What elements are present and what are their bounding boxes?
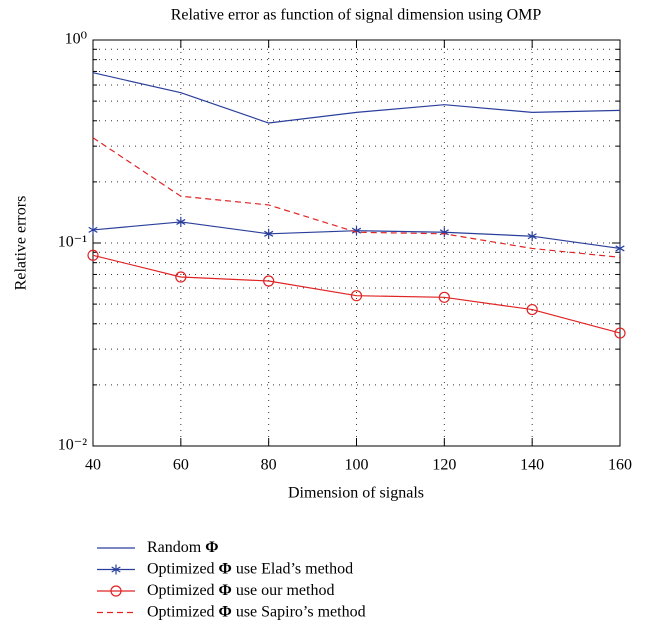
- x-tick-label: 40: [85, 457, 101, 474]
- series-line: [92, 254, 621, 334]
- marker: [263, 275, 275, 287]
- x-tick-label: 80: [261, 457, 277, 474]
- marker: [176, 216, 186, 227]
- marker: [87, 249, 99, 261]
- y-tick-label: 10⁰: [65, 31, 87, 48]
- chart-title: Relative error as function of signal dim…: [171, 7, 542, 24]
- y-tick-label: 10⁻¹: [58, 234, 87, 251]
- marker: [88, 224, 98, 235]
- y-axis-label: Relative errors: [13, 196, 30, 291]
- x-tick-label: 120: [432, 457, 456, 474]
- marker: [615, 243, 625, 254]
- y-tick-label: 10⁻²: [58, 437, 87, 454]
- x-tick-label: 100: [345, 457, 369, 474]
- series-line: [92, 137, 621, 258]
- marker: [614, 327, 626, 339]
- x-tick-label: 140: [520, 457, 544, 474]
- x-tick-label: 60: [173, 457, 189, 474]
- marker: [526, 303, 538, 316]
- x-axis-label: Dimension of signals: [288, 485, 424, 502]
- plot-frame: [92, 39, 621, 447]
- marker: [351, 225, 362, 236]
- legend-label: Optimized Φ use Elad’s method: [147, 560, 353, 577]
- marker: [175, 271, 187, 283]
- series-line: [92, 72, 621, 124]
- marker: [111, 564, 121, 575]
- marker: [264, 228, 274, 239]
- marker: [527, 231, 537, 242]
- marker: [438, 291, 450, 303]
- marker: [110, 585, 122, 597]
- x-tick-label: 160: [608, 457, 632, 474]
- marker: [350, 290, 363, 302]
- legend-label: Random Φ: [147, 539, 218, 556]
- legend-label: Optimized Φ use Sapiro’s method: [147, 603, 366, 620]
- legend-label: Optimized Φ use our method: [147, 582, 334, 599]
